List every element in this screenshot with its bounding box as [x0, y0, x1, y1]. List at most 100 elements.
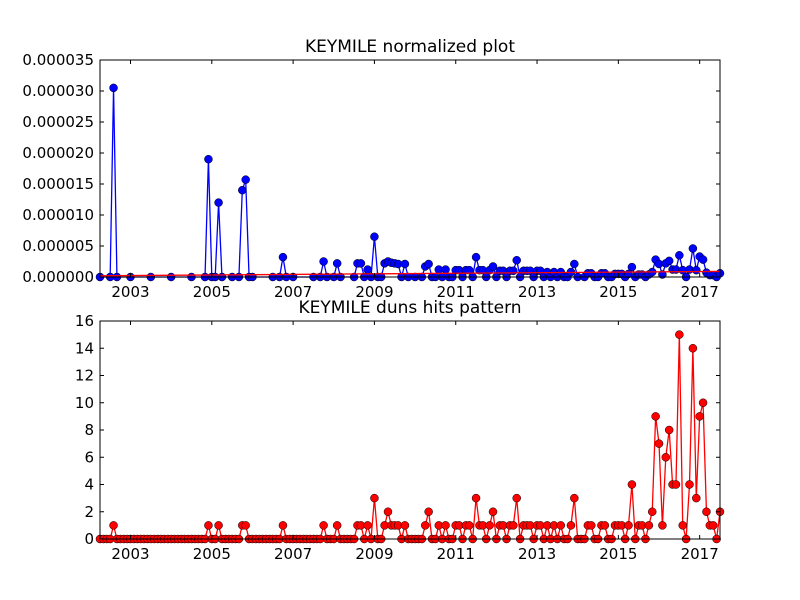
duns-y-tick-label: 10 — [75, 394, 94, 412]
normalized-series-1 — [99, 270, 721, 277]
normalized-data-point — [319, 257, 328, 266]
duns-hits-panel: 2003 2005 2007 2009 2011 2013 2015 2017 0 2 4 6 8 10 1… — [75, 298, 725, 563]
normalized-x-tick-label: 2009 — [355, 283, 393, 301]
duns-data-point — [695, 412, 704, 421]
duns-x-tick-label: 2009 — [355, 545, 393, 563]
duns-data-point — [692, 493, 701, 503]
duns-data-point — [400, 521, 410, 530]
normalized-y-tick-label: 0.000025 — [22, 113, 94, 131]
normalized-data-point — [424, 259, 433, 269]
normalized-x-tick-label: 2015 — [599, 283, 637, 301]
normalized-data-point — [441, 265, 450, 274]
duns-data-point — [566, 521, 576, 530]
duns-y-tick-label: 6 — [84, 448, 94, 466]
duns-data-point — [441, 521, 450, 530]
duns-data-point — [370, 493, 379, 503]
normalized-data-point — [465, 265, 474, 275]
duns-data-point — [651, 412, 660, 421]
normalized-y-tick-label: 0.000005 — [22, 237, 94, 255]
duns-data-point — [241, 521, 250, 530]
normalized-data-point — [241, 175, 250, 184]
duns-y-tick-label: 12 — [75, 367, 94, 385]
duns-x-tick-label: 2017 — [681, 545, 719, 563]
normalized-axes-frame — [99, 59, 721, 278]
normalized-data-point — [512, 256, 521, 265]
normalized-data-point — [675, 251, 684, 260]
duns-data-point — [678, 521, 687, 530]
duns-data-point — [587, 521, 596, 530]
normalized-x-tick-label: 2003 — [111, 283, 149, 301]
normalized-data-point — [688, 244, 698, 253]
normalized-data-point — [509, 266, 518, 276]
duns-data-point — [278, 521, 288, 530]
duns-hits-title: KEYMILE duns hits pattern — [298, 298, 521, 318]
duns-data-point — [661, 453, 671, 462]
duns-data-point — [214, 521, 223, 530]
normalized-data-point — [356, 259, 366, 268]
duns-y-tick-label: 0 — [84, 530, 94, 548]
duns-y-tick-label: 4 — [84, 476, 94, 494]
duns-data-point — [627, 480, 637, 489]
normalized-data-point — [400, 259, 410, 269]
duns-data-point — [465, 521, 474, 530]
duns-data-point — [332, 521, 342, 530]
duns-x-tick-label: 2011 — [437, 545, 475, 563]
duns-data-point — [600, 521, 610, 530]
normalized-data-point — [238, 185, 247, 195]
duns-data-point — [383, 507, 393, 516]
normalized-x-tick-label: 2017 — [681, 283, 719, 301]
duns-data-point — [688, 344, 698, 353]
normalized-plot-panel: 2003 2005 2007 2009 2011 2013 2015 2017 0.000000… — [22, 37, 725, 301]
duns-data-point — [109, 521, 118, 530]
duns-x-tick-label: 2005 — [193, 545, 231, 563]
duns-data-point — [708, 521, 718, 530]
normalized-data-point — [109, 83, 118, 93]
normalized-data-point — [363, 265, 372, 274]
normalized-data-point — [332, 259, 342, 268]
normalized-data-point — [488, 262, 498, 271]
duns-data-point — [654, 439, 664, 448]
duns-data-point — [647, 507, 657, 516]
duns-data-point — [512, 493, 521, 503]
duns-y-tick-label: 16 — [75, 312, 94, 330]
duns-y-tick-label: 8 — [84, 421, 94, 439]
duns-data-point — [424, 507, 433, 516]
normalized-data-point — [698, 255, 708, 264]
normalized-y-tick-label: 0.000020 — [22, 144, 94, 162]
duns-data-point — [363, 521, 372, 530]
duns-data-point — [702, 507, 711, 516]
normalized-series-1-line — [99, 270, 721, 277]
normalized-y-tick-label: 0.000030 — [22, 82, 94, 100]
duns-data-point — [556, 521, 566, 530]
normalized-data-point — [471, 252, 481, 262]
duns-data-point — [471, 493, 481, 503]
normalized-data-point — [370, 232, 379, 241]
duns-data-point — [671, 480, 681, 489]
duns-data-point — [485, 521, 494, 530]
normalized-x-tick-label: 2013 — [518, 283, 556, 301]
duns-data-point — [644, 521, 654, 530]
duns-data-point — [624, 521, 633, 530]
normalized-data-point — [570, 259, 579, 269]
duns-data-point — [698, 398, 708, 407]
normalized-y-tick-label: 0.000015 — [22, 175, 94, 193]
normalized-data-point — [627, 262, 637, 272]
duns-x-tick-label: 2013 — [518, 545, 556, 563]
duns-data-point — [488, 507, 498, 516]
duns-x-tick-label: 2007 — [274, 545, 312, 563]
normalized-data-point — [204, 154, 213, 164]
duns-y-tick-label: 14 — [75, 339, 94, 357]
duns-data-point — [570, 493, 579, 503]
normalized-y-tick-label: 0.000000 — [22, 268, 94, 286]
normalized-data-point — [692, 265, 701, 275]
duns-data-point — [421, 521, 430, 530]
normalized-y-tick-label: 0.000035 — [22, 51, 94, 69]
duns-data-point — [509, 521, 518, 530]
normalized-x-tick-label: 2007 — [274, 283, 312, 301]
duns-y-tick-label: 2 — [84, 503, 94, 521]
normalized-y-tick-label: 0.000010 — [22, 206, 94, 224]
normalized-plot-title: KEYMILE normalized plot — [305, 37, 515, 57]
normalized-data-point — [664, 256, 674, 266]
